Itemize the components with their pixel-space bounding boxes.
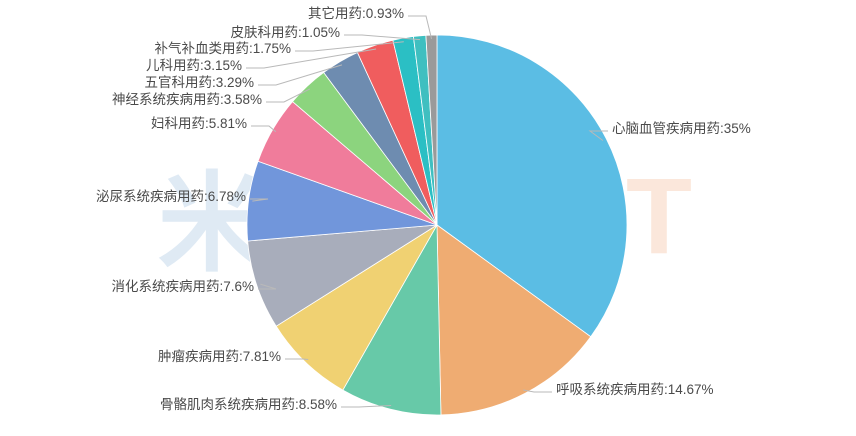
pie-slice[interactable]: [342, 223, 442, 416]
leader-line: [295, 41, 404, 52]
pie-slice[interactable]: [436, 34, 628, 338]
leader-line: [266, 88, 311, 103]
leader-line: [344, 34, 421, 41]
pie-slice-label: 骨骼肌肉系统疾病用药:8.58%: [159, 397, 337, 412]
pie-slice[interactable]: [425, 34, 438, 226]
leader-line: [408, 15, 433, 39]
pie-slice-label: 皮肤科用药:1.05%: [230, 25, 340, 40]
pie-slice-label: 神经系统疾病用药:3.58%: [111, 92, 262, 107]
pie-slice-label: 其它用药:0.93%: [307, 6, 404, 21]
pie-slice-label: 儿科用药:3.15%: [145, 58, 242, 73]
leader-line: [258, 283, 277, 290]
pie-slice-label: 心脑血管疾病用药:35%: [612, 121, 751, 136]
pie-slice-label: 妇科用药:5.81%: [150, 116, 247, 131]
leader-lines-group: [246, 15, 608, 408]
pie-slice-label: 补气补血类用药:1.75%: [154, 41, 291, 56]
pie-slice[interactable]: [275, 224, 438, 391]
pie-slice-label: 消化系统疾病用药:7.6%: [111, 279, 254, 294]
pie-slice-label: 五官科用药:3.29%: [144, 75, 254, 90]
leader-line: [523, 389, 552, 393]
pie-slice[interactable]: [436, 224, 592, 416]
leader-line: [341, 404, 392, 408]
leader-line: [258, 64, 343, 86]
leader-line: [251, 125, 277, 133]
pie-slice-label: 泌尿系统疾病用药:6.78%: [95, 189, 246, 204]
leader-line: [588, 130, 608, 141]
leader-line: [246, 48, 377, 69]
pie-slices-group: [246, 34, 628, 416]
leader-line: [250, 198, 269, 202]
pie-slice-label: 肿瘤疾病用药:7.81%: [157, 349, 281, 364]
pie-slice-label: 呼吸系统疾病用药:14.67%: [556, 382, 714, 397]
